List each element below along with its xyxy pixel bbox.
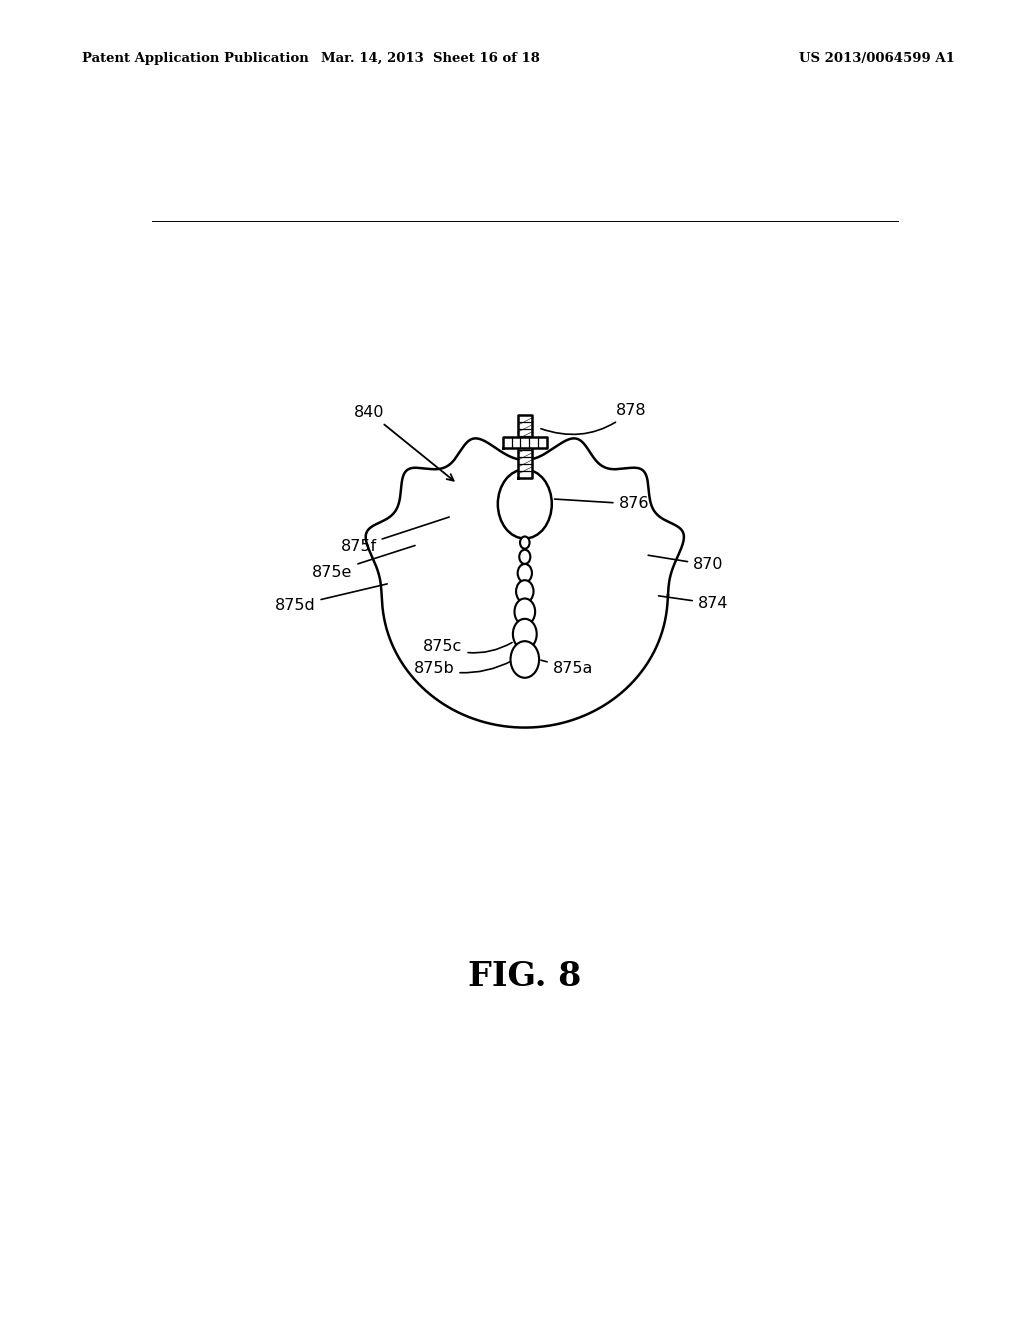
Text: 870: 870: [648, 556, 724, 573]
Circle shape: [519, 549, 530, 564]
Circle shape: [514, 598, 536, 624]
Circle shape: [513, 619, 537, 649]
Text: 840: 840: [354, 405, 454, 480]
Circle shape: [498, 470, 552, 539]
Text: 875e: 875e: [312, 545, 415, 579]
Text: 875b: 875b: [414, 661, 512, 676]
Polygon shape: [518, 414, 531, 478]
Text: 875f: 875f: [341, 517, 450, 554]
Text: US 2013/0064599 A1: US 2013/0064599 A1: [799, 51, 954, 65]
Text: 875a: 875a: [541, 660, 593, 676]
Circle shape: [511, 642, 539, 677]
Circle shape: [520, 536, 529, 549]
Polygon shape: [503, 437, 547, 449]
Text: 878: 878: [541, 403, 647, 434]
Text: 874: 874: [658, 595, 728, 611]
Text: FIG. 8: FIG. 8: [468, 960, 582, 993]
Text: 876: 876: [555, 496, 649, 511]
Circle shape: [516, 581, 534, 602]
Text: 875d: 875d: [274, 583, 387, 612]
Circle shape: [518, 564, 531, 582]
Text: Mar. 14, 2013  Sheet 16 of 18: Mar. 14, 2013 Sheet 16 of 18: [321, 51, 540, 65]
Text: 875c: 875c: [423, 639, 512, 653]
Text: Patent Application Publication: Patent Application Publication: [82, 51, 308, 65]
